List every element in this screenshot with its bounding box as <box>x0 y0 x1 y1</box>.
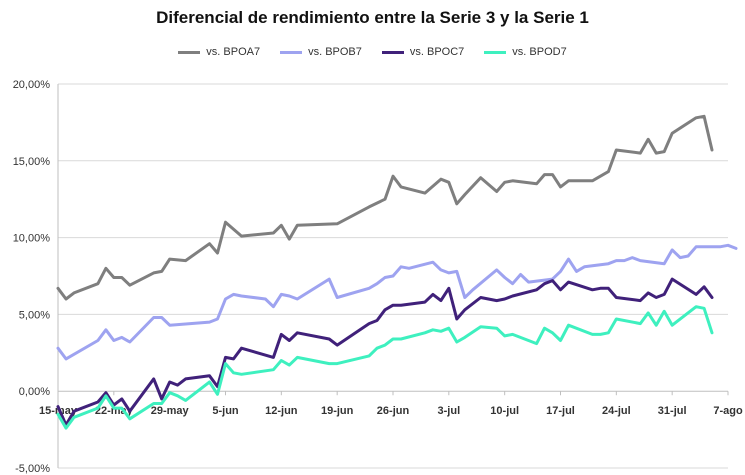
legend-swatch-bpoc7 <box>381 50 404 54</box>
y-tick-label: 10,00% <box>13 233 51 245</box>
x-tick-label: 22-may <box>95 405 134 417</box>
x-tick-label: 10-jul <box>490 405 519 417</box>
x-tick-label: 7-ago <box>713 405 743 417</box>
x-tick-label: 3-jul <box>438 405 461 417</box>
y-tick-label: 5,00% <box>19 309 50 321</box>
series-line-vs-bpoa7 <box>56 114 714 301</box>
x-tick-label: 31-jul <box>658 405 687 417</box>
x-tick-label: 19-jun <box>321 405 354 417</box>
legend-item-bpod7: vs. BPOD7 <box>484 46 567 58</box>
x-tick-label: 24-jul <box>602 405 631 417</box>
y-tick-label: 20,00% <box>13 79 51 91</box>
series-line-vs-bpoc7 <box>56 277 714 427</box>
legend-item-bpob7: vs. BPOB7 <box>280 46 362 58</box>
y-tick-label: 0,00% <box>19 386 50 398</box>
y-tick-label: 15,00% <box>13 156 51 168</box>
legend-item-bpoa7: vs. BPOA7 <box>178 46 260 58</box>
legend-swatch-bpod7 <box>484 50 507 54</box>
series-line-vs-bpod7 <box>56 305 714 430</box>
x-tick-label: 17-jul <box>546 405 575 417</box>
x-tick-label: 29-may <box>151 405 190 417</box>
chart-title: Diferencial de rendimiento entre la Seri… <box>156 8 589 27</box>
y-tick-label: -5,00% <box>15 463 50 475</box>
x-tick-label: 12-jun <box>265 405 298 417</box>
x-tick-label: 5-jun <box>212 405 239 417</box>
legend-swatch-bpob7 <box>280 50 303 54</box>
legend: vs. BPOA7 vs. BPOB7 vs. BPOC7 vs. BPOD7 <box>0 46 745 58</box>
legend-label-bpod7: vs. BPOD7 <box>512 46 567 58</box>
x-tick-label: 26-jun <box>377 405 410 417</box>
legend-swatch-bpoa7 <box>178 50 201 54</box>
series-line-vs-bpob7 <box>56 243 738 361</box>
legend-item-bpoc7: vs. BPOC7 <box>381 46 465 58</box>
legend-label-bpoc7: vs. BPOC7 <box>409 46 465 58</box>
legend-label-bpoa7: vs. BPOA7 <box>206 46 261 58</box>
legend-label-bpob7: vs. BPOB7 <box>308 46 362 58</box>
